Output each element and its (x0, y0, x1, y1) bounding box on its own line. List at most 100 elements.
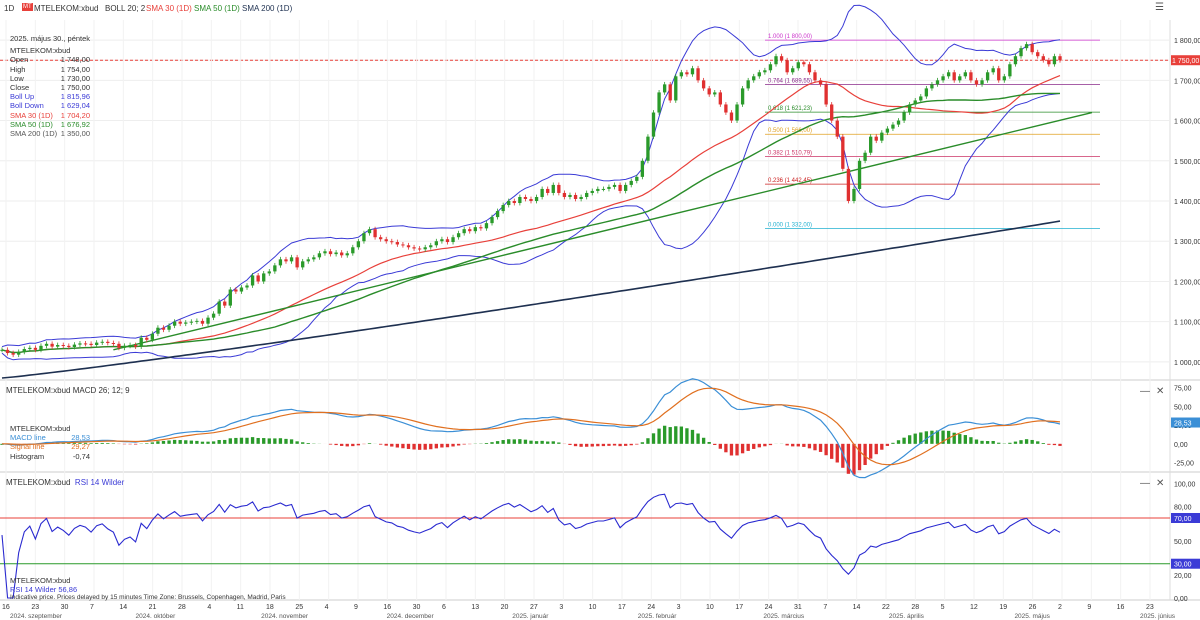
candle-body (529, 199, 533, 202)
candle-body (852, 188, 856, 202)
candle-body (117, 343, 121, 348)
candle-body (95, 342, 99, 346)
candle-body (484, 223, 489, 229)
interval-label[interactable]: 1D (4, 4, 15, 13)
indicator-boll-label[interactable]: BOLL 20; 2 (105, 4, 146, 13)
macd-histogram-bar (757, 443, 761, 448)
macd-histogram-bar (301, 442, 305, 444)
candle-body (111, 343, 116, 345)
macd-title: MTELEKOM:xbud MACD 26; 12; 9 (6, 386, 130, 395)
macd-histogram-bar (161, 440, 166, 444)
macd-histogram-bar (172, 439, 177, 444)
candle-body (434, 241, 438, 246)
macd-histogram-bar (395, 443, 400, 448)
candle-body (668, 84, 672, 101)
info-row: SMA 30 (1D) 1 704,20 (10, 111, 90, 120)
macd-histogram-bar (401, 443, 405, 449)
info-row: Boll Up 1 815,96 (10, 92, 90, 101)
candle-body (351, 247, 355, 254)
collapse-icon[interactable]: — (1140, 386, 1150, 397)
candle-body (256, 275, 260, 282)
ticker-badge: MT (22, 3, 33, 11)
price-tick-label: 1 600,00 (1174, 119, 1200, 126)
macd-histogram-bar (228, 438, 232, 444)
macd-histogram-bar (423, 443, 427, 450)
macd-histogram-bar (863, 443, 867, 466)
rsi-legend-label: RSI 14 Wilder (10, 585, 57, 595)
candle-body (239, 287, 244, 292)
macd-histogram-bar (607, 443, 611, 446)
candle-body (67, 345, 71, 348)
macd-histogram-bar (857, 443, 862, 471)
macd-close-icon[interactable]: ✕ (1156, 386, 1165, 397)
rsi-close-icon[interactable]: ✕ (1156, 478, 1165, 489)
rsi-collapse-icon[interactable]: — (1140, 478, 1150, 489)
candle-body (22, 349, 26, 352)
macd-histogram-bar (746, 443, 750, 451)
info-value: 1 750,00 (60, 83, 90, 93)
candle-body (267, 271, 271, 274)
fib-label: 0.618 (1 621,23) (768, 106, 812, 112)
candle-body (1002, 76, 1006, 81)
macd-histogram-bar (429, 443, 433, 450)
candle-body (328, 251, 333, 255)
candle-body (512, 201, 516, 204)
macd-histogram-bar (852, 443, 856, 475)
candle-body (417, 248, 422, 250)
indicator-sma30-label[interactable]: SMA 30 (1D) (146, 4, 192, 13)
macd-histogram-bar (490, 442, 494, 444)
x-tick-label: 4 (207, 604, 211, 611)
candle-body (791, 68, 795, 73)
candle-body (707, 88, 711, 95)
candle-body (150, 333, 155, 340)
indicator-sma200-label[interactable]: SMA 200 (1D) (242, 4, 293, 13)
macd-histogram-bar (284, 438, 288, 444)
info-row: Open 1 748,00 (10, 55, 90, 64)
macd-histogram-bar (256, 437, 260, 444)
hamburger-icon[interactable]: ☰ (1155, 2, 1164, 13)
macd-histogram-bar (651, 433, 656, 444)
candle-body (657, 92, 661, 113)
candle-body (974, 80, 979, 85)
indicator-sma50-label[interactable]: SMA 50 (1D) (194, 4, 240, 13)
macd-histogram-bar (969, 437, 973, 444)
candle-body (624, 184, 628, 191)
macd-histogram-bar (100, 442, 104, 444)
macd-histogram-bar (585, 443, 589, 447)
header-symbol[interactable]: MTELEKOM:xbud (34, 4, 99, 13)
candle-body (395, 242, 400, 245)
macd-histogram-bar (239, 437, 244, 444)
x-tick-label: 20 (501, 604, 509, 611)
candle-body (896, 120, 901, 125)
candle-body (562, 192, 567, 197)
x-tick-label: 5 (941, 604, 945, 611)
candle-body (340, 252, 344, 256)
macd-histogram-bar (1024, 439, 1029, 444)
x-tick-label: 2 (1058, 604, 1062, 611)
macd-histogram-bar (813, 443, 817, 451)
macd-histogram-bar (902, 437, 906, 444)
macd-histogram-bar (351, 443, 355, 447)
current-price-tag (1171, 55, 1200, 66)
candle-body (785, 60, 789, 73)
legend-symbol: MTELEKOM:xbud (10, 46, 71, 56)
candle-body (874, 136, 878, 141)
macd-histogram-bar (674, 426, 678, 444)
candle-body (1041, 56, 1045, 61)
macd-value-tag (1171, 417, 1200, 428)
macd-histogram-bar (785, 443, 789, 446)
x-tick-label: 24 (765, 604, 773, 611)
macd-histogram-bar (150, 442, 155, 444)
candle-body (156, 327, 160, 334)
price-tick-label: 1 200,00 (1174, 279, 1200, 286)
candle-body (557, 184, 561, 193)
macd-histogram-bar (874, 443, 878, 455)
candle-body (662, 84, 667, 93)
x-tick-label: 25 (295, 604, 303, 611)
candle-body (106, 341, 110, 344)
x-tick-label: 17 (735, 604, 743, 611)
x-tick-label: 23 (1146, 604, 1154, 611)
candle-body (674, 76, 678, 101)
